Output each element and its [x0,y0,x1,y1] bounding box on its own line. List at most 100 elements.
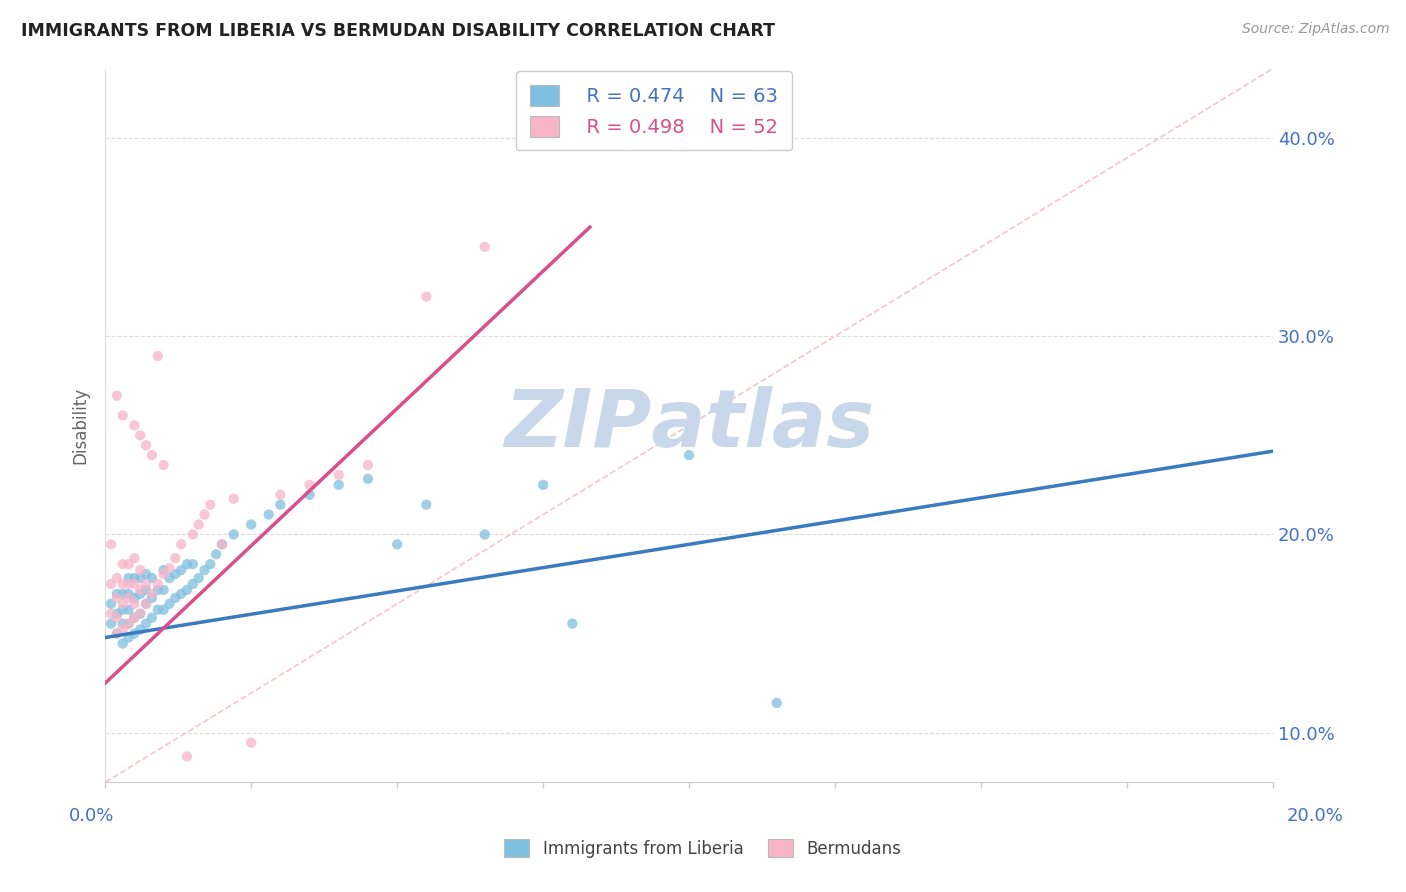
Point [100,607,122,621]
Point [100,616,122,631]
Point [176,749,198,764]
Point [111,557,134,571]
Point [240,517,263,532]
Point [129,563,152,577]
Point [165,551,187,566]
Point [257,508,280,522]
Point [111,623,134,637]
Point [415,498,437,512]
Point [678,448,700,462]
Point [385,537,408,551]
Point [181,577,204,591]
Point [328,478,350,492]
Point [146,349,169,363]
Point [269,488,291,502]
Point [129,428,152,442]
Point [117,616,139,631]
Point [152,458,174,472]
Point [415,289,437,303]
Point [298,488,321,502]
Point [117,587,139,601]
Point [357,472,380,486]
Point [129,623,152,637]
Point [141,587,163,601]
Point [181,527,204,541]
Point [105,610,128,624]
Point [135,577,157,591]
Point [159,597,181,611]
Point [124,597,146,611]
Point [111,597,134,611]
Point [124,571,146,585]
Point [474,527,496,541]
Point [117,616,139,631]
Text: IMMIGRANTS FROM LIBERIA VS BERMUDAN DISABILITY CORRELATION CHART: IMMIGRANTS FROM LIBERIA VS BERMUDAN DISA… [21,22,775,40]
Point [129,587,152,601]
Point [176,557,198,571]
Point [474,240,496,254]
Point [117,631,139,645]
Point [111,409,134,423]
Point [298,478,321,492]
Point [124,551,146,566]
Point [152,603,174,617]
Point [117,591,139,605]
Point [117,557,139,571]
Point [240,736,263,750]
Point [124,577,146,591]
Point [222,527,245,541]
Point [135,438,157,452]
Point [152,563,174,577]
Point [100,577,122,591]
Point [141,610,163,624]
Legend:   R = 0.474    N = 63,   R = 0.498    N = 52: R = 0.474 N = 63, R = 0.498 N = 52 [516,71,792,151]
Point [193,563,215,577]
Point [141,591,163,605]
Point [100,597,122,611]
Point [205,547,228,561]
Point [111,587,134,601]
Point [135,582,157,597]
Point [105,607,128,621]
Point [187,571,209,585]
Point [124,418,146,433]
Point [269,498,291,512]
Point [141,571,163,585]
Point [146,603,169,617]
Point [124,626,146,640]
Point [105,626,128,640]
Point [135,597,157,611]
Point [165,567,187,582]
Point [146,577,169,591]
Point [111,636,134,650]
Point [170,587,193,601]
Text: Source: ZipAtlas.com: Source: ZipAtlas.com [1241,22,1389,37]
Point [135,567,157,582]
Point [129,607,152,621]
Point [531,478,554,492]
Point [100,537,122,551]
Point [129,582,152,597]
Point [170,537,193,551]
Point [170,563,193,577]
Point [105,587,128,601]
Point [135,597,157,611]
Text: 0.0%: 0.0% [69,807,114,825]
Text: 20.0%: 20.0% [1286,807,1343,825]
Point [135,616,157,631]
Point [111,603,134,617]
Point [117,603,139,617]
Point [141,448,163,462]
Point [187,517,209,532]
Point [200,498,222,512]
Point [357,458,380,472]
Point [117,577,139,591]
Point [200,557,222,571]
Y-axis label: Disability: Disability [72,387,89,464]
Point [129,571,152,585]
Legend: Immigrants from Liberia, Bermudans: Immigrants from Liberia, Bermudans [495,830,911,868]
Point [111,616,134,631]
Point [328,467,350,482]
Point [181,557,204,571]
Point [124,591,146,605]
